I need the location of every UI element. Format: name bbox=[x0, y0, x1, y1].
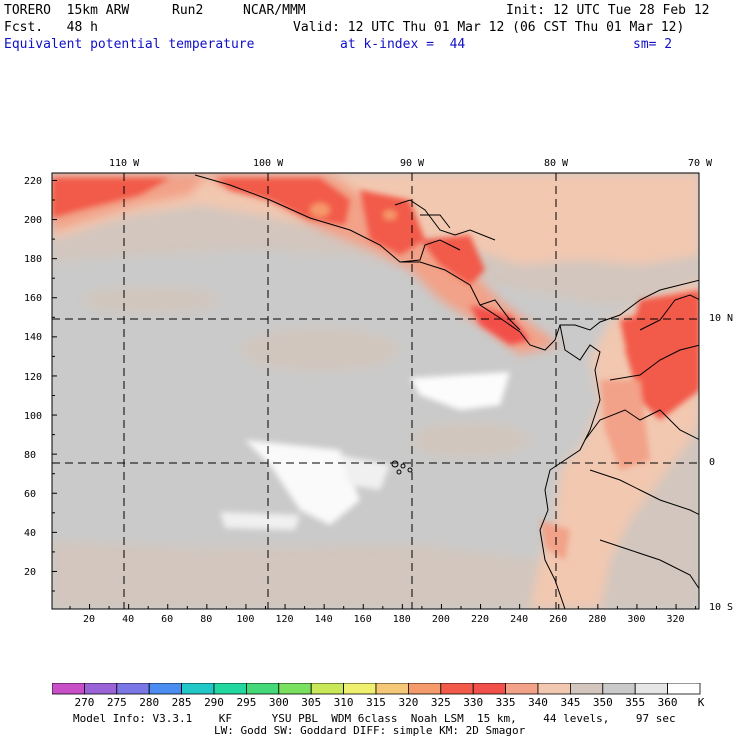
colorbar-label: 290 bbox=[204, 696, 224, 709]
colorbar-label: 305 bbox=[301, 696, 322, 709]
x-tick-label: 20 bbox=[82, 614, 96, 625]
lat-label-10n: 10 N bbox=[709, 313, 734, 324]
y-tick-label: 100 bbox=[24, 410, 43, 422]
colorbar bbox=[52, 683, 701, 695]
colorbar-swatch bbox=[52, 683, 85, 695]
colorbar-swatch bbox=[278, 683, 312, 695]
colorbar-label: 350 bbox=[592, 696, 613, 709]
colorbar-label: 335 bbox=[495, 696, 516, 709]
lon-label-100w: 100 W bbox=[253, 158, 284, 169]
coastlines bbox=[194, 174, 699, 609]
colorbar-label: 315 bbox=[366, 696, 386, 709]
colorbar-swatch bbox=[310, 683, 345, 695]
y-tick-label: 20 bbox=[24, 567, 37, 578]
colorbar-label: 310 bbox=[333, 696, 354, 709]
colorbar-swatch bbox=[570, 683, 604, 695]
lat-label-0: 0 bbox=[709, 457, 716, 468]
lon-label-110w: 110 W bbox=[109, 158, 140, 169]
x-tick-label: 40 bbox=[122, 614, 135, 625]
forecast-hour: Fcst. 48 h bbox=[4, 20, 98, 35]
map-frame bbox=[51, 172, 700, 610]
x-tick-label: 200 bbox=[431, 614, 450, 625]
x-tick-label: 300 bbox=[627, 614, 646, 625]
graticule bbox=[52, 173, 699, 609]
colorbar-label: 340 bbox=[528, 696, 548, 709]
colorbar-swatch bbox=[375, 683, 409, 695]
x-tick-label: 180 bbox=[392, 614, 411, 625]
smoothing-label: sm= 2 bbox=[633, 37, 673, 52]
colorbar-swatch bbox=[537, 683, 571, 695]
x-tick-label: 320 bbox=[666, 614, 685, 625]
colorbar-label: 330 bbox=[463, 696, 484, 709]
colorbar-swatch bbox=[181, 683, 215, 695]
galapagos-islands bbox=[391, 460, 413, 475]
x-tick-label: 160 bbox=[353, 614, 372, 625]
model-info-line1: Model Info: V3.3.1 KF YSU PBL WDM 6class… bbox=[73, 712, 676, 725]
colorbar-swatch bbox=[245, 683, 280, 695]
x-tick-label: 280 bbox=[588, 614, 607, 625]
colorbar-swatch bbox=[343, 683, 377, 695]
y-tick-label: 60 bbox=[24, 488, 37, 500]
x-tick-label: 60 bbox=[161, 614, 174, 625]
y-tick-label: 180 bbox=[24, 254, 43, 266]
colorbar-unit: K bbox=[697, 696, 705, 709]
colorbar-label: 300 bbox=[268, 696, 289, 709]
colorbar-swatch bbox=[472, 683, 507, 695]
colorbar-swatch bbox=[116, 683, 150, 695]
colorbar-swatch bbox=[505, 683, 539, 695]
colorbar-label: 345 bbox=[560, 696, 581, 709]
lon-label-70w: 70 W bbox=[688, 158, 713, 169]
y-tick-label: 160 bbox=[24, 293, 43, 305]
colorbar-label: 270 bbox=[74, 696, 95, 709]
y-tick-label: 200 bbox=[24, 215, 43, 227]
valid-time: Valid: 12 UTC Thu 01 Mar 12 (06 CST Thu … bbox=[293, 20, 685, 35]
run-label: Run2 bbox=[172, 3, 204, 18]
x-tick-label: 120 bbox=[275, 614, 294, 625]
colorbar-swatch bbox=[440, 683, 474, 695]
colorbar-swatch bbox=[667, 683, 701, 695]
colorbar-swatch bbox=[148, 683, 182, 695]
lon-label-90w: 90 W bbox=[400, 158, 425, 169]
lat-label-10s: 10 S bbox=[709, 602, 734, 613]
y-tick-label: 80 bbox=[24, 449, 37, 461]
x-tick-label: 100 bbox=[236, 614, 255, 625]
colorbar-label: 360 bbox=[657, 696, 678, 709]
colorbar-swatch bbox=[407, 683, 442, 695]
y-tick-label: 220 bbox=[24, 176, 43, 187]
x-tick-label: 220 bbox=[470, 614, 490, 625]
shaded-field bbox=[52, 173, 699, 609]
colorbar-swatch bbox=[634, 683, 669, 695]
colorbar-label: 275 bbox=[106, 696, 127, 709]
colorbar-swatch bbox=[602, 683, 636, 695]
org-label: NCAR/MMM bbox=[243, 3, 306, 18]
colorbar-swatch bbox=[213, 683, 247, 695]
model-info-line2: LW: Godd SW: Goddard DIFF: simple KM: 2D… bbox=[214, 724, 526, 737]
colorbar-label: 320 bbox=[398, 696, 419, 709]
colorbar-swatch bbox=[84, 683, 118, 695]
x-tick-label: 260 bbox=[549, 614, 568, 625]
level-label: at k-index = 44 bbox=[340, 37, 466, 52]
x-tick-label: 80 bbox=[200, 614, 213, 625]
lon-label-80w: 80 W bbox=[544, 158, 569, 169]
colorbar-label: 355 bbox=[625, 696, 646, 709]
init-time: Init: 12 UTC Tue 28 Feb 12 bbox=[506, 3, 710, 18]
x-tick-label: 140 bbox=[314, 614, 333, 625]
colorbar-label: 285 bbox=[171, 696, 192, 709]
field-name: Equivalent potential temperature bbox=[4, 37, 255, 52]
colorbar-label: 280 bbox=[139, 696, 160, 709]
x-tick-label: 240 bbox=[510, 614, 529, 625]
y-tick-label: 140 bbox=[24, 332, 43, 344]
y-tick-label: 120 bbox=[24, 371, 43, 383]
colorbar-label: 295 bbox=[236, 696, 257, 709]
colorbar-label: 325 bbox=[430, 696, 451, 709]
model-name: TORERO 15km ARW bbox=[4, 3, 130, 18]
y-tick-label: 40 bbox=[24, 527, 37, 539]
axis-ticks bbox=[52, 179, 697, 609]
